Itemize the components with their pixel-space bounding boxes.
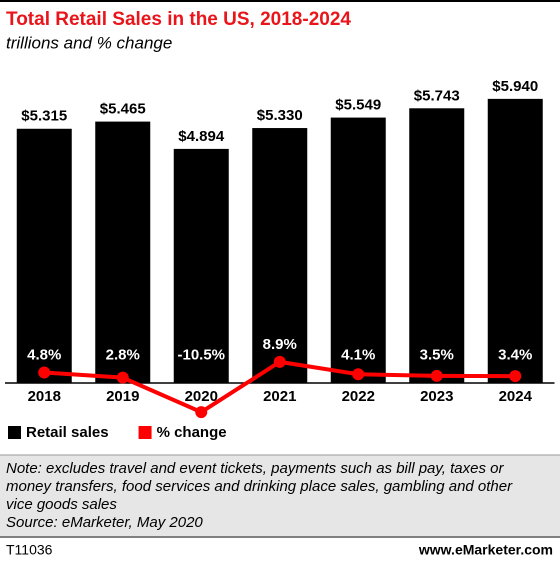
line-value-label: 4.8% bbox=[27, 346, 61, 363]
source: Source: eMarketer, May 2020 bbox=[6, 514, 203, 531]
note-box bbox=[0, 455, 560, 536]
bar bbox=[330, 117, 386, 384]
chart-subtitle: trillions and % change bbox=[6, 33, 172, 52]
line-value-label: -10.5% bbox=[177, 346, 225, 363]
line-point bbox=[352, 368, 365, 381]
x-tick-label: 2019 bbox=[106, 388, 139, 405]
chart-id: T11036 bbox=[6, 542, 53, 558]
bar bbox=[95, 121, 151, 384]
line-point bbox=[195, 406, 208, 419]
legend-label: % change bbox=[157, 424, 227, 441]
note-line: money transfers, food services and drink… bbox=[6, 478, 513, 495]
bar-value-label: $5.549 bbox=[335, 97, 381, 114]
note-line: vice goods sales bbox=[6, 496, 117, 513]
x-tick-label: 2022 bbox=[342, 388, 375, 405]
line-value-label: 4.1% bbox=[341, 346, 375, 363]
note-line: Note: excludes travel and event tickets,… bbox=[6, 460, 504, 477]
legend-swatch bbox=[8, 426, 21, 439]
bar bbox=[409, 108, 465, 384]
x-tick-label: 2021 bbox=[263, 388, 296, 405]
bar-value-label: $5.315 bbox=[21, 108, 67, 125]
bar-value-label: $5.465 bbox=[100, 101, 146, 118]
bar-value-label: $5.330 bbox=[257, 107, 303, 124]
line-point bbox=[38, 366, 51, 379]
bar-value-label: $5.743 bbox=[414, 87, 460, 104]
line-point bbox=[116, 371, 129, 384]
line-value-label: 8.9% bbox=[263, 336, 297, 353]
line-value-label: 3.4% bbox=[498, 346, 532, 363]
legend-label: Retail sales bbox=[26, 424, 109, 441]
line-point bbox=[273, 355, 286, 368]
line-value-label: 2.8% bbox=[106, 346, 140, 363]
line-point bbox=[509, 370, 522, 383]
x-tick-label: 2020 bbox=[185, 388, 218, 405]
bar bbox=[173, 148, 229, 383]
legend-swatch bbox=[138, 426, 152, 439]
line-point bbox=[430, 369, 443, 382]
bar bbox=[16, 128, 72, 383]
bar bbox=[252, 128, 308, 383]
bar-value-label: $4.894 bbox=[178, 128, 225, 145]
website: www.eMarketer.com bbox=[418, 542, 553, 558]
chart-title: Total Retail Sales in the US, 2018-2024 bbox=[6, 9, 351, 30]
bar bbox=[487, 98, 543, 384]
line-value-label: 3.5% bbox=[420, 346, 454, 363]
x-tick-label: 2018 bbox=[28, 388, 61, 405]
x-tick-label: 2024 bbox=[499, 388, 533, 405]
x-tick-label: 2023 bbox=[420, 388, 453, 405]
bar-value-label: $5.940 bbox=[492, 78, 538, 95]
